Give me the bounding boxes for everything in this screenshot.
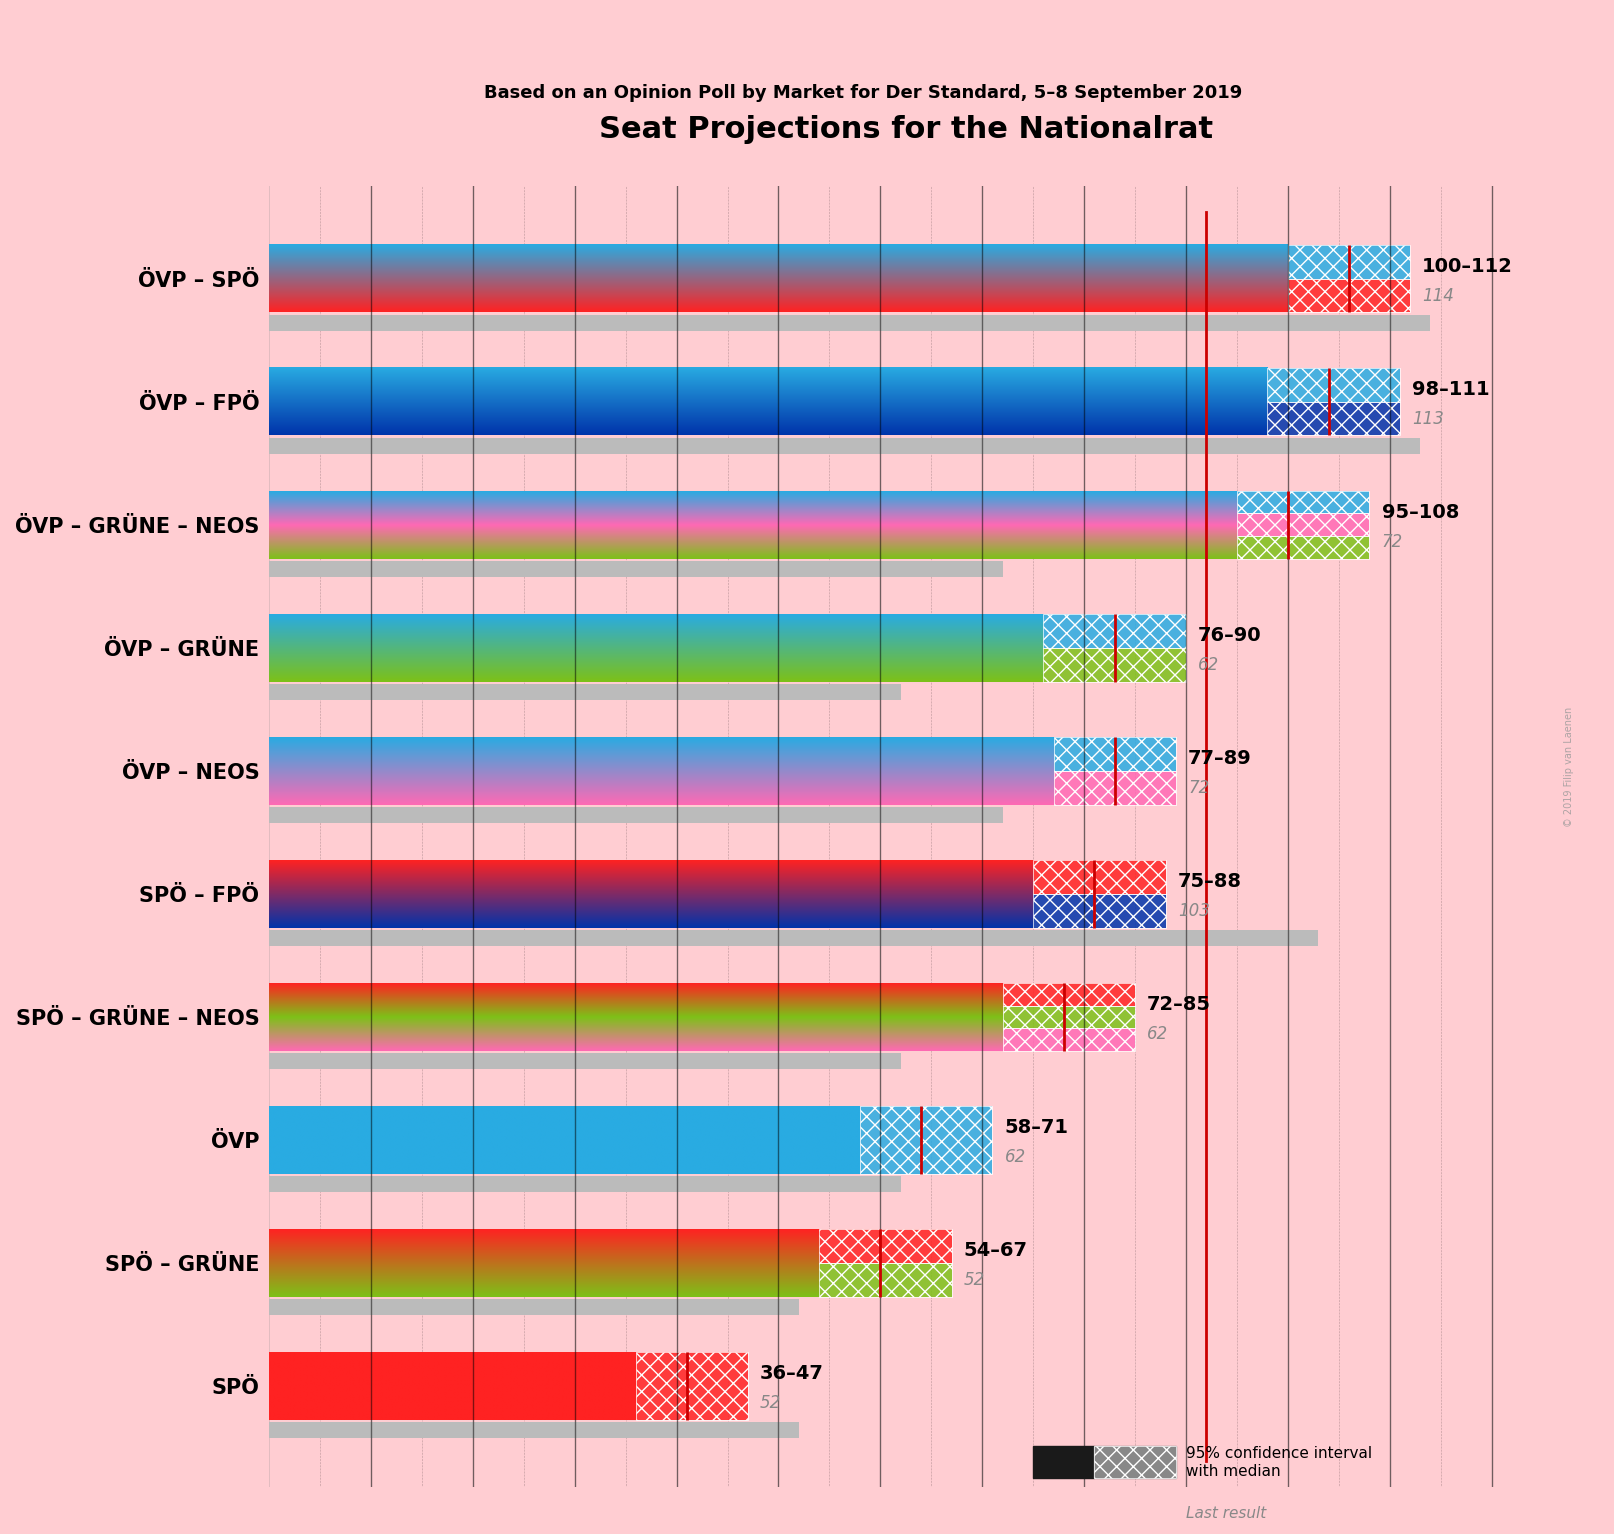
Text: 62: 62	[1004, 1147, 1027, 1166]
Bar	[1288, 279, 1411, 313]
Bar	[270, 684, 901, 700]
Bar	[1288, 245, 1411, 279]
Bar	[1002, 983, 1135, 1006]
Text: Last result: Last result	[1186, 1506, 1267, 1522]
Bar	[820, 1262, 952, 1296]
Bar	[1236, 535, 1369, 558]
Bar	[1267, 368, 1399, 402]
Bar	[1236, 514, 1369, 535]
Bar	[820, 1229, 952, 1262]
Bar	[1043, 614, 1186, 647]
Bar	[1002, 1006, 1135, 1028]
Bar	[636, 1351, 747, 1420]
Bar	[636, 1351, 747, 1420]
Bar	[1043, 647, 1186, 681]
Bar	[1267, 368, 1399, 402]
Text: 114: 114	[1422, 287, 1454, 305]
Bar	[270, 1299, 799, 1315]
Bar	[1054, 770, 1175, 805]
Bar	[1002, 1006, 1135, 1028]
Text: 76–90: 76–90	[1198, 626, 1262, 644]
Bar	[820, 1262, 952, 1296]
Bar	[860, 1106, 993, 1174]
Bar	[1267, 402, 1399, 436]
Bar	[1236, 514, 1369, 535]
Bar	[860, 1106, 993, 1174]
Text: 77–89: 77–89	[1188, 749, 1252, 769]
Bar	[1236, 535, 1369, 558]
Bar	[1288, 245, 1411, 279]
Text: 72–85: 72–85	[1148, 996, 1210, 1014]
FancyBboxPatch shape	[1033, 1505, 1175, 1523]
Bar	[1043, 647, 1186, 681]
Bar	[1236, 535, 1369, 558]
Bar	[1033, 894, 1165, 928]
Text: 103: 103	[1178, 902, 1209, 920]
Title: Seat Projections for the Nationalrat: Seat Projections for the Nationalrat	[599, 115, 1212, 144]
Bar	[270, 561, 1002, 577]
Bar	[270, 1177, 901, 1192]
Bar	[1033, 861, 1165, 894]
Bar	[1267, 368, 1399, 402]
Bar	[1288, 279, 1411, 313]
Bar	[1002, 983, 1135, 1006]
Text: © 2019 Filip van Laenen: © 2019 Filip van Laenen	[1564, 707, 1574, 827]
Bar	[636, 1351, 747, 1420]
Text: 95–108: 95–108	[1382, 503, 1459, 522]
Bar	[1002, 1028, 1135, 1051]
Bar	[1288, 245, 1411, 279]
Bar	[1236, 491, 1369, 514]
Bar	[1267, 402, 1399, 436]
Bar	[270, 437, 1420, 454]
Bar	[1002, 983, 1135, 1006]
Bar	[820, 1229, 952, 1262]
Text: 62: 62	[1148, 1025, 1169, 1043]
Bar	[1043, 614, 1186, 647]
Bar	[1054, 736, 1175, 770]
Bar	[1054, 770, 1175, 805]
Text: Based on an Opinion Poll by Market for Der Standard, 5–8 September 2019: Based on an Opinion Poll by Market for D…	[484, 84, 1243, 103]
Bar	[270, 1422, 799, 1439]
Bar	[1033, 894, 1165, 928]
Bar	[1054, 770, 1175, 805]
Bar	[1033, 861, 1165, 894]
Bar	[270, 314, 1430, 331]
Text: 95% confidence interval
with median: 95% confidence interval with median	[1186, 1447, 1372, 1479]
Bar	[1054, 736, 1175, 770]
Bar	[860, 1106, 993, 1174]
Bar	[270, 807, 1002, 824]
Text: 113: 113	[1412, 410, 1445, 428]
Bar	[1002, 1028, 1135, 1051]
Bar	[820, 1262, 952, 1296]
Text: 58–71: 58–71	[1004, 1118, 1068, 1137]
FancyBboxPatch shape	[1033, 1447, 1094, 1479]
Bar	[1033, 894, 1165, 928]
Text: 72: 72	[1188, 779, 1209, 798]
Bar	[1288, 279, 1411, 313]
Text: 72: 72	[1382, 532, 1403, 551]
FancyBboxPatch shape	[1094, 1447, 1175, 1479]
Text: 98–111: 98–111	[1412, 380, 1490, 399]
Bar	[1054, 736, 1175, 770]
Bar	[1043, 614, 1186, 647]
Text: 52: 52	[964, 1272, 985, 1289]
Bar	[1236, 491, 1369, 514]
Text: 100–112: 100–112	[1422, 256, 1514, 276]
Text: 52: 52	[760, 1394, 781, 1413]
Text: 62: 62	[1198, 657, 1220, 673]
Bar	[1002, 1006, 1135, 1028]
Bar	[820, 1229, 952, 1262]
Bar	[1002, 1028, 1135, 1051]
Text: 54–67: 54–67	[964, 1241, 1028, 1259]
Bar	[1033, 861, 1165, 894]
Text: 75–88: 75–88	[1178, 871, 1241, 891]
Bar	[1236, 491, 1369, 514]
Bar	[1267, 402, 1399, 436]
Bar	[270, 930, 1319, 946]
Bar	[1236, 514, 1369, 535]
Bar	[270, 1054, 901, 1069]
Text: 36–47: 36–47	[760, 1364, 825, 1384]
Bar	[1043, 647, 1186, 681]
